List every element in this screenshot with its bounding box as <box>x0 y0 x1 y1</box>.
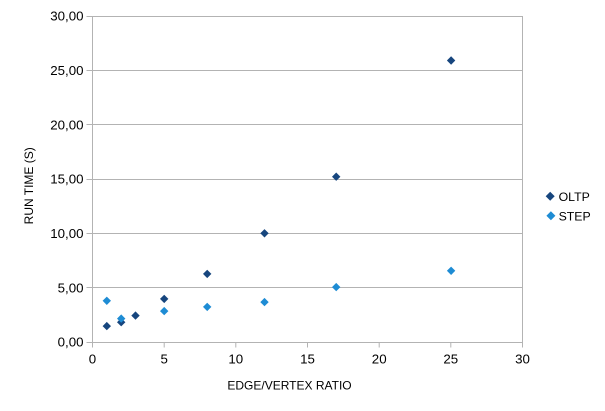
svg-text:EDGE/VERTEX RATIO: EDGE/VERTEX RATIO <box>227 379 351 393</box>
svg-text:0: 0 <box>89 351 96 366</box>
svg-text:30: 30 <box>515 351 530 366</box>
svg-text:10,00: 10,00 <box>50 226 83 241</box>
svg-text:30,00: 30,00 <box>50 9 83 24</box>
svg-text:STEP: STEP <box>559 209 591 223</box>
svg-text:25,00: 25,00 <box>50 63 83 78</box>
svg-text:0,00: 0,00 <box>58 335 84 350</box>
svg-text:5: 5 <box>160 351 167 366</box>
svg-text:10: 10 <box>228 351 243 366</box>
svg-text:15: 15 <box>300 351 315 366</box>
svg-text:5,00: 5,00 <box>58 280 84 295</box>
svg-text:15,00: 15,00 <box>50 172 83 187</box>
svg-text:OLTP: OLTP <box>559 190 590 204</box>
svg-text:RUN TIME (S): RUN TIME (S) <box>22 147 36 224</box>
svg-text:20: 20 <box>372 351 387 366</box>
svg-text:20,00: 20,00 <box>50 117 83 132</box>
svg-text:25: 25 <box>443 351 458 366</box>
